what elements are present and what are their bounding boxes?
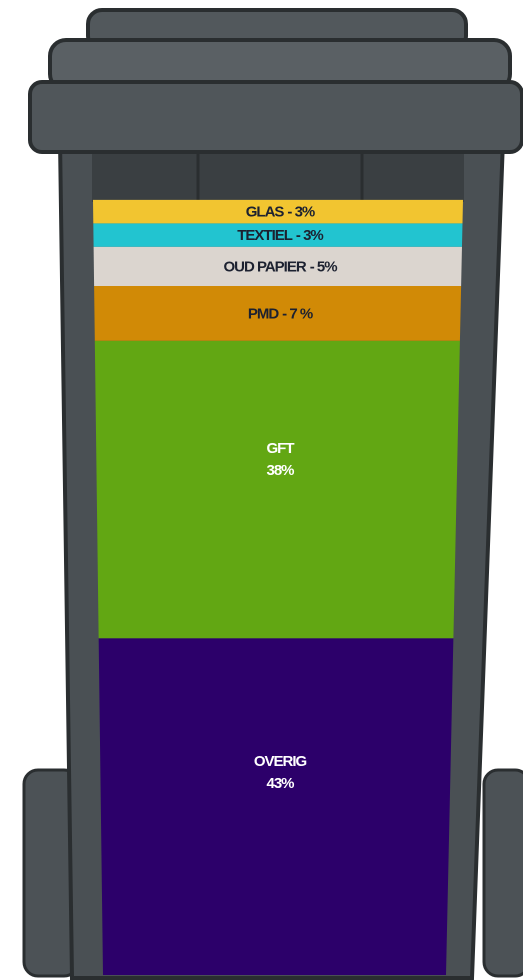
segments: OVERIG 43% GFT 38% PMD- 7 % OUD PAPIER- 5% TEX… <box>93 200 463 975</box>
segment-value: - 3% <box>296 227 324 244</box>
segment-name: PMD <box>248 305 280 322</box>
segment <box>95 341 460 639</box>
chart: OVERIG 43% GFT 38% PMD- 7 % OUD PAPIER- 5% TEX… <box>0 0 523 980</box>
segment-name: GFT <box>267 440 295 457</box>
segment-value: 43% <box>266 775 294 792</box>
segment-name: TEXTIEL <box>237 227 293 244</box>
segment-name: OVERIG <box>254 753 307 770</box>
wheel <box>484 770 523 976</box>
segment <box>99 638 454 975</box>
segment-value: - 7 % <box>282 305 313 322</box>
segment-value: 38% <box>266 462 294 479</box>
segment-value: - 5% <box>310 258 338 275</box>
bin-lid-rim <box>30 82 522 152</box>
segment-label: OUD PAPIER- 5% <box>223 258 337 275</box>
segment-name: GLAS <box>246 204 285 221</box>
segment-name: OUD PAPIER <box>223 258 306 275</box>
segment-label: GLAS- 3% <box>246 204 315 221</box>
segment-value: - 3% <box>287 204 315 221</box>
bin-interior <box>92 150 464 202</box>
segment-label: TEXTIEL- 3% <box>237 227 323 244</box>
page: {"chart_data": {"type": "stacked-bin", "… <box>0 0 523 980</box>
